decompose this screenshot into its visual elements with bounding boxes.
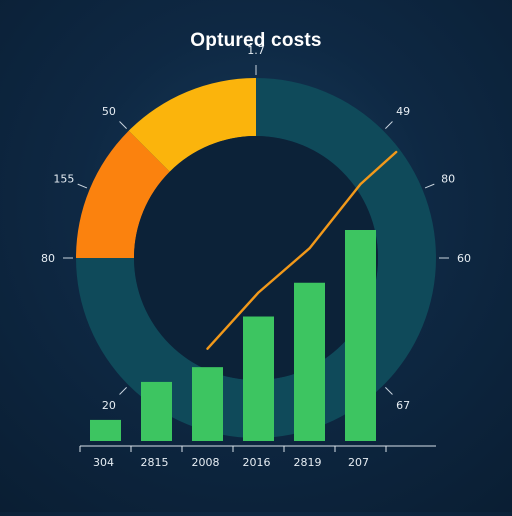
ring-tick-1 bbox=[385, 121, 393, 129]
ring-tick-8 bbox=[119, 121, 127, 129]
ring-tick-7 bbox=[77, 183, 88, 189]
ring-tick-5 bbox=[119, 387, 127, 395]
x-tick-label-2008: 2008 bbox=[192, 456, 220, 469]
bar-2815 bbox=[141, 381, 172, 441]
x-tick-label-2815: 2815 bbox=[141, 456, 169, 469]
ring-slice-1 bbox=[76, 130, 170, 258]
ring-label-4: 67 bbox=[396, 399, 410, 412]
chart-title: Optured costs bbox=[190, 30, 322, 51]
ring-label-1: 49 bbox=[396, 105, 410, 118]
trend-line-series bbox=[206, 150, 398, 350]
ring-label-6: 80 bbox=[41, 252, 55, 265]
trend-line bbox=[206, 150, 398, 350]
x-tick-label-207: 207 bbox=[348, 456, 369, 469]
x-tick-label-2819: 2819 bbox=[294, 456, 322, 469]
bar-207 bbox=[345, 230, 376, 441]
bar-304 bbox=[90, 419, 121, 441]
bar-2008 bbox=[192, 367, 223, 441]
bar-2016 bbox=[243, 316, 274, 441]
ring-label-5: 20 bbox=[102, 399, 116, 412]
ring-tick-2 bbox=[424, 183, 435, 189]
ring-label-3: 60 bbox=[457, 252, 471, 265]
ring-slice-0 bbox=[128, 78, 256, 172]
x-tick-label-2016: 2016 bbox=[243, 456, 271, 469]
ring-label-7: 155 bbox=[53, 172, 74, 185]
ring-tick-4 bbox=[385, 387, 393, 395]
bar-series bbox=[90, 230, 376, 441]
ring-label-8: 50 bbox=[102, 105, 116, 118]
ring-labels: 1.7 49 80 60 67 20 80 155 50 bbox=[41, 44, 471, 412]
x-axis: 304 2815 2008 2016 2819 207 bbox=[79, 445, 436, 469]
ring-label-2: 80 bbox=[441, 172, 455, 185]
x-tick-label-304: 304 bbox=[93, 456, 114, 469]
ring-label-0: 1.7 bbox=[247, 44, 265, 57]
bar-2819 bbox=[294, 282, 325, 441]
